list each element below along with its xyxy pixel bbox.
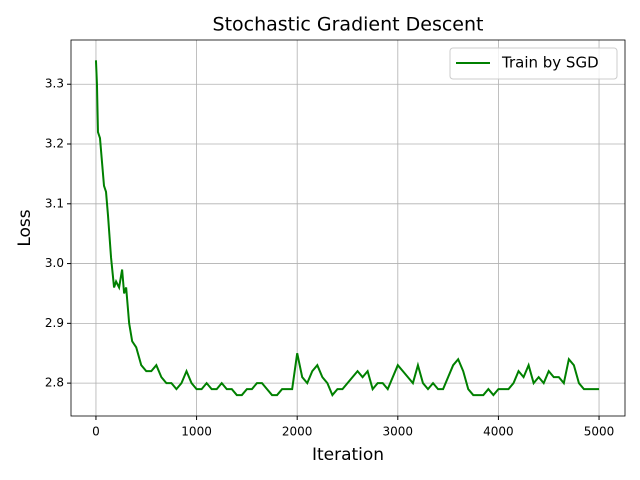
x-tick-label: 2000 [282,425,313,439]
y-tick-label: 3.1 [45,196,64,210]
x-tick-label: 0 [92,425,100,439]
x-tick-label: 3000 [383,425,414,439]
y-tick-label: 3.2 [45,137,64,151]
legend-box [449,47,618,80]
x-tick-label: 1000 [181,425,212,439]
y-axis-label: Loss [15,209,35,246]
x-tick-label: 4000 [483,425,514,439]
x-axis-label: Iteration [312,445,384,465]
y-tick-label: 2.9 [45,316,64,330]
legend-label: Train by SGD [501,54,599,72]
axes-frame [70,39,626,417]
y-tick-label: 3.3 [45,77,64,91]
x-tick-label: 5000 [584,425,615,439]
line [94,60,600,397]
y-tick-label: 2.8 [45,376,64,390]
chart-title: Stochastic Gradient Descent [213,14,484,36]
y-tick-label: 3.0 [45,256,64,270]
